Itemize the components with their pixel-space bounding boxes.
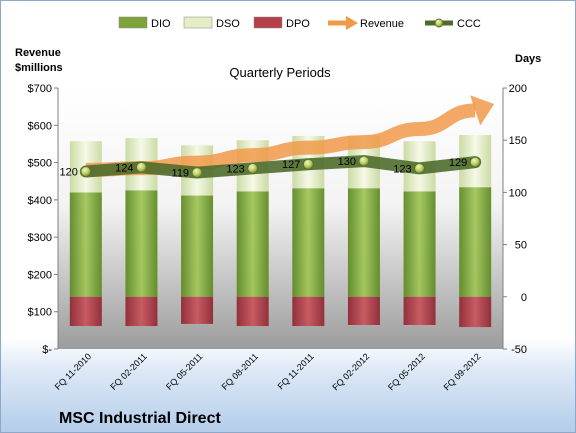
bar-dio xyxy=(181,195,214,297)
legend: DIO DSO DPO Revenue CCC xyxy=(118,16,481,30)
ccc-data-label: 129 xyxy=(449,157,467,169)
y-left-tick-label: $100 xyxy=(28,307,52,319)
revenue-arrowhead xyxy=(470,95,495,126)
y-right-tick-label: 0 xyxy=(521,292,527,304)
bar-dpo xyxy=(403,296,436,325)
bar-dpo xyxy=(292,296,325,327)
x-axis-labels: FQ 11-2010 FQ 02-2011 FQ 05-2011 FQ 08-2011… xyxy=(53,351,483,392)
y-left-tick-label: $400 xyxy=(28,195,52,207)
x-tick-label: FQ 09-2012 xyxy=(442,351,483,392)
x-tick-label: FQ 11-2010 xyxy=(53,351,94,392)
legend-label-dio: DIO xyxy=(151,18,171,30)
y-left-tick-label: $600 xyxy=(28,120,52,132)
y-left-tick-label: $200 xyxy=(28,269,52,281)
legend-swatch-dio xyxy=(118,16,148,29)
bar-dio xyxy=(69,192,102,297)
chart-title: Quarterly Periods xyxy=(229,65,331,80)
ccc-point xyxy=(469,156,481,168)
y-left-tick-label: $300 xyxy=(28,232,52,244)
x-tick-label: FQ 08-2011 xyxy=(220,351,261,392)
y-right-tick-label: -50 xyxy=(511,344,527,356)
ccc-point xyxy=(414,162,426,174)
bar-dio xyxy=(459,187,492,297)
ccc-data-label: 124 xyxy=(115,162,133,174)
y-left-title-line1: Revenue xyxy=(15,47,61,59)
ccc-point xyxy=(191,167,203,179)
ccc-point xyxy=(247,162,259,174)
bar-dpo xyxy=(347,296,380,325)
legend-label-dso: DSO xyxy=(216,18,240,30)
legend-swatch-dpo xyxy=(253,16,283,29)
ccc-data-label: 119 xyxy=(172,168,190,180)
y-right-tick-label: 50 xyxy=(515,240,527,252)
x-tick-label: FQ 05-2011 xyxy=(164,351,205,392)
y-right-tick-label: 100 xyxy=(509,187,527,199)
bar-dio xyxy=(125,190,158,297)
ccc-data-label: 120 xyxy=(59,167,77,179)
ccc-point xyxy=(358,155,370,167)
chart-footer: MSC Industrial Direct xyxy=(59,410,221,427)
y-right-tick-label: 150 xyxy=(509,135,527,147)
legend-label-ccc: CCC xyxy=(457,18,481,30)
y-right-title: Days xyxy=(515,53,541,65)
ccc-point xyxy=(302,158,314,170)
axes: $- $100 $200 $300 $400 $500 $600 $700 -50 0 50 100 1… xyxy=(28,83,527,356)
x-tick-label: FQ 02-2012 xyxy=(330,351,371,392)
y-left-tick-label: $- xyxy=(42,344,52,356)
bar-dio xyxy=(347,188,380,297)
legend-arrowhead-revenue xyxy=(346,16,358,30)
x-tick-label: FQ 11-2011 xyxy=(276,351,316,391)
bar-dpo xyxy=(236,296,269,327)
bar-dpo xyxy=(125,296,158,327)
x-tick-label: FQ 02-2011 xyxy=(108,351,149,392)
ccc-series: 120 124 119 123 127 130 123 129 xyxy=(59,155,482,180)
bar-dio xyxy=(292,188,325,297)
y-left-tick-label: $500 xyxy=(28,158,52,170)
ccc-point xyxy=(80,166,92,178)
ccc-data-label: 130 xyxy=(338,156,356,168)
legend-marker-ccc xyxy=(434,18,444,28)
bar-dpo xyxy=(459,296,492,328)
bar-dio xyxy=(403,191,436,297)
bar-dpo xyxy=(69,296,102,327)
legend-label-dpo: DPO xyxy=(286,18,310,30)
legend-label-revenue: Revenue xyxy=(360,18,404,30)
ccc-data-label: 127 xyxy=(282,159,300,171)
ccc-data-label: 123 xyxy=(226,163,244,175)
bar-series xyxy=(69,134,492,328)
x-tick-label: FQ 05-2012 xyxy=(386,351,427,392)
ccc-data-label: 123 xyxy=(393,163,411,175)
bar-dio xyxy=(236,191,269,297)
ccc-point xyxy=(135,161,147,173)
y-left-tick-label: $700 xyxy=(28,83,52,95)
bar-dpo xyxy=(181,296,214,324)
legend-swatch-dso xyxy=(183,16,213,29)
ccc-line xyxy=(79,155,482,179)
y-left-title-line2: $millions xyxy=(15,62,63,74)
y-right-tick-label: 200 xyxy=(509,83,527,95)
